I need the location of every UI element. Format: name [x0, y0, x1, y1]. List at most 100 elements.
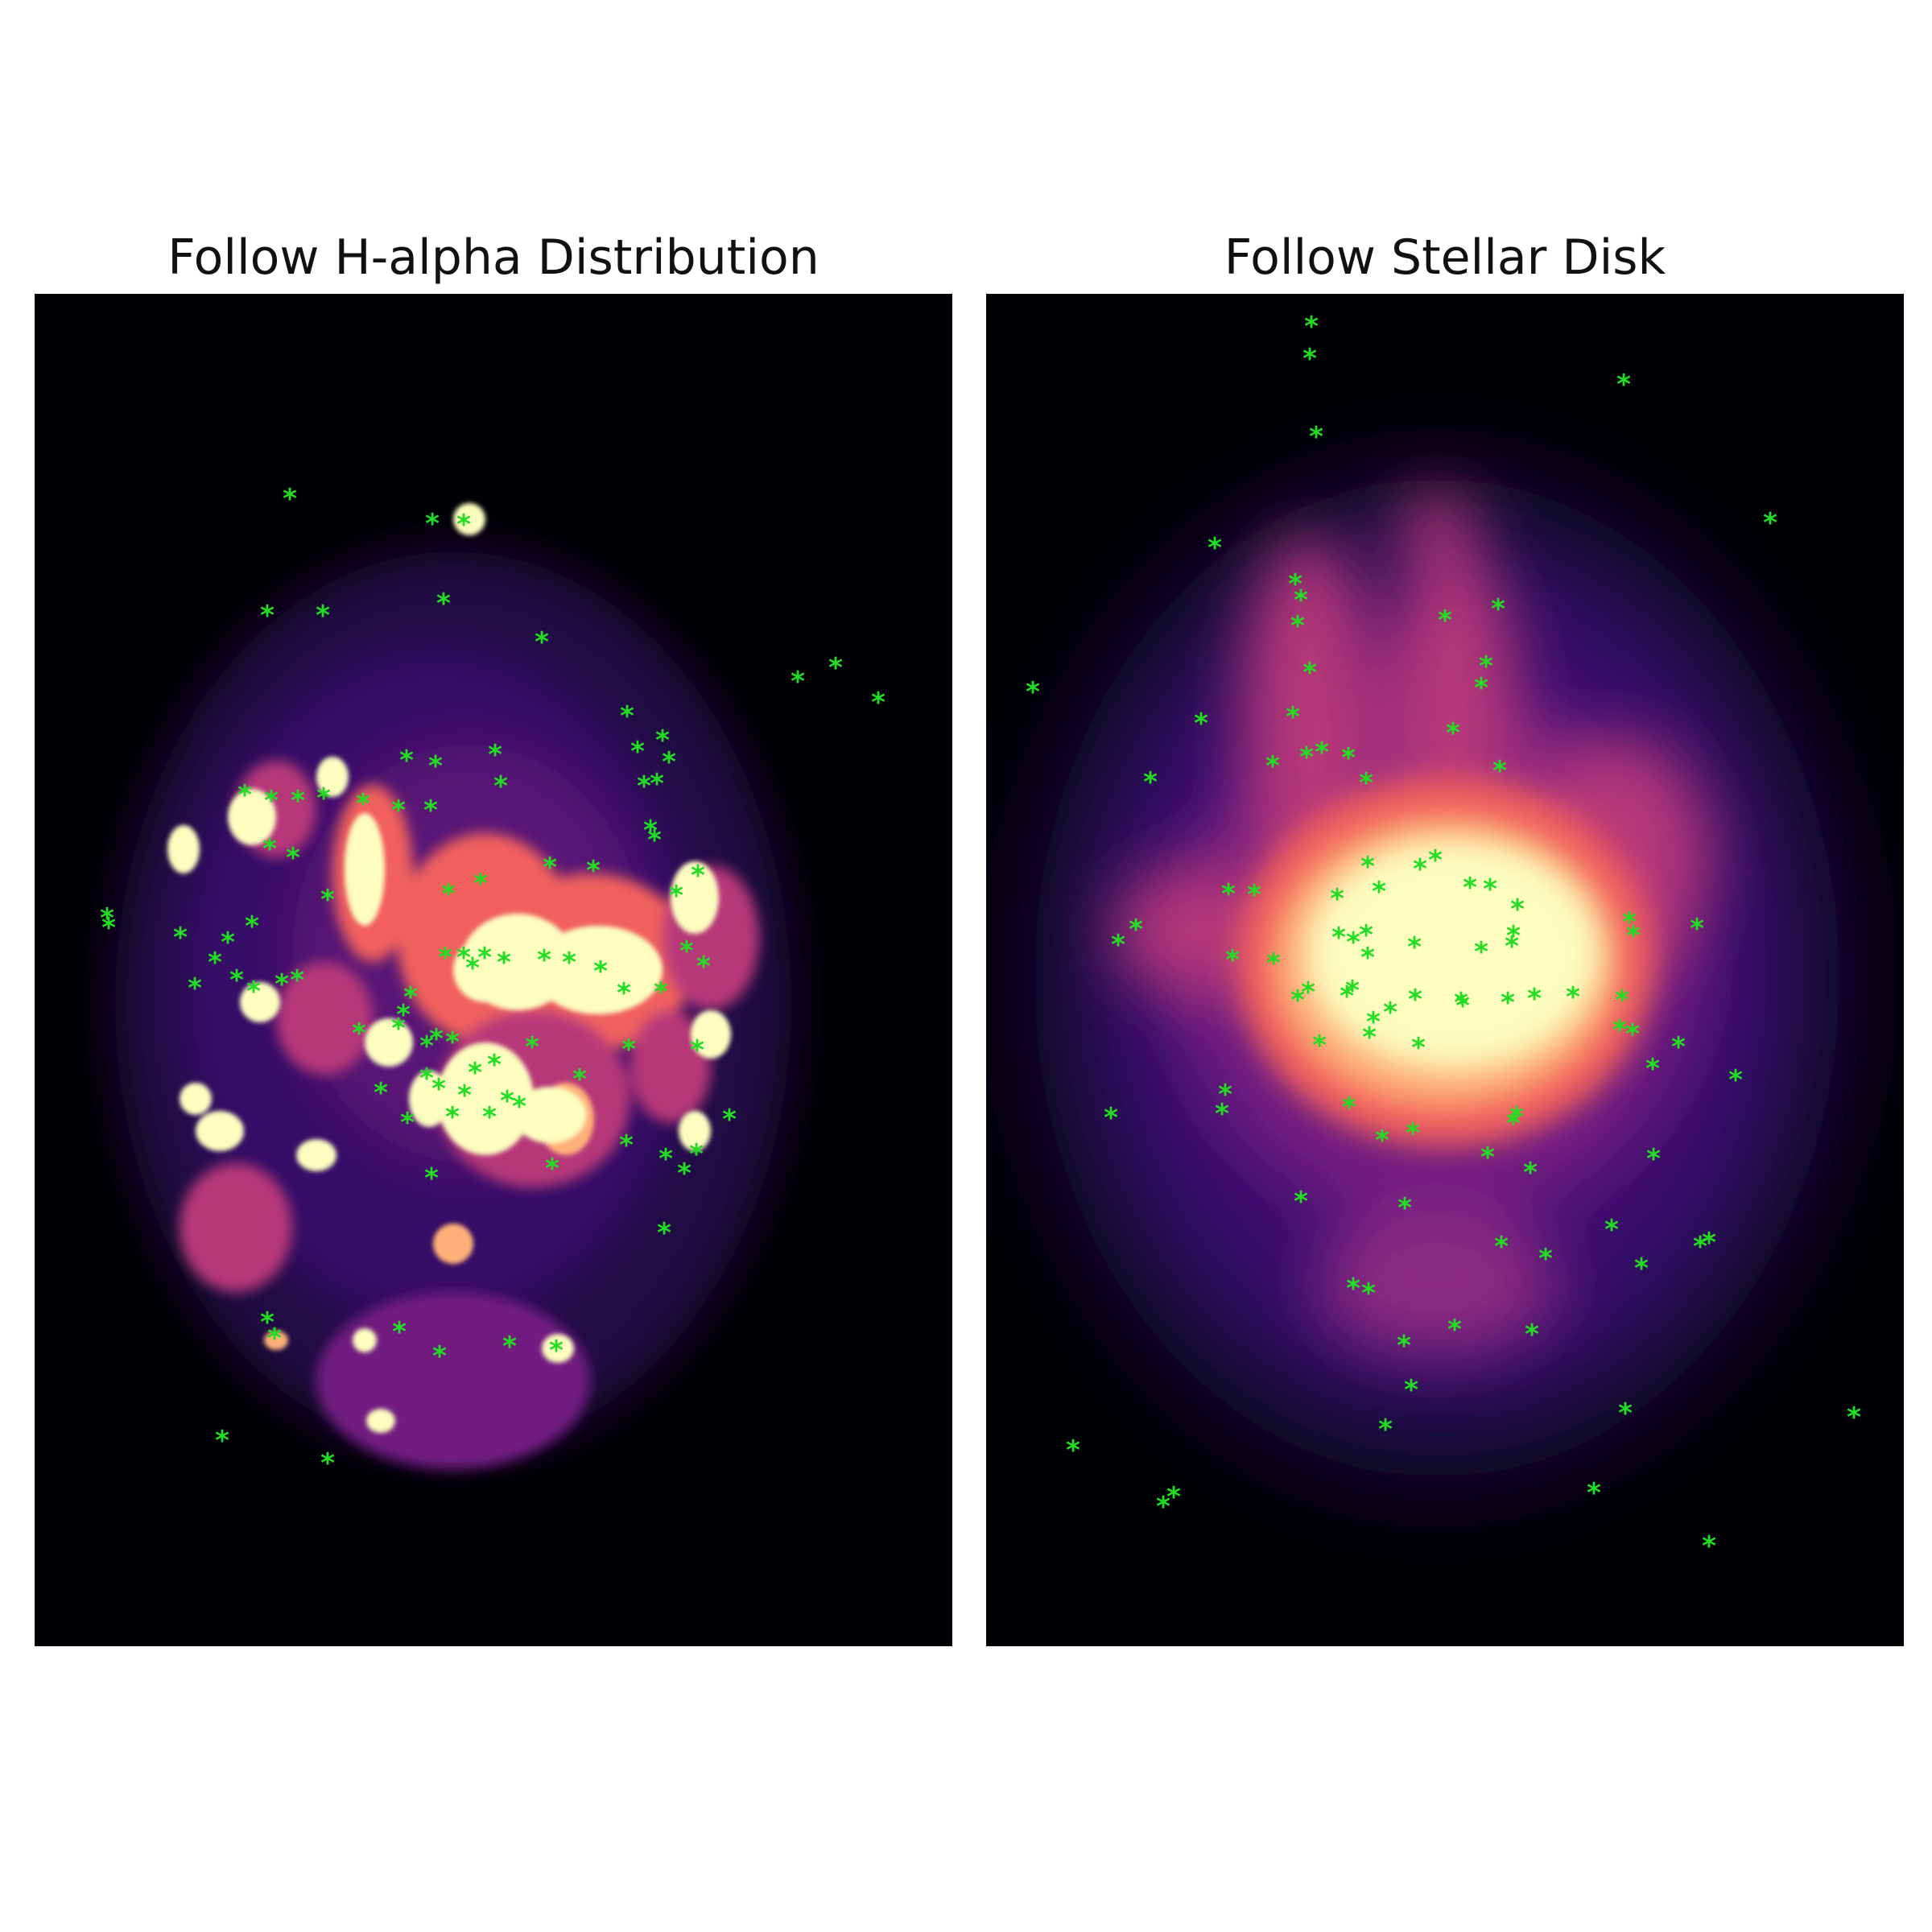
stellar-disk-star-marker: * [1378, 1414, 1393, 1446]
stellar-disk-star-marker: * [1510, 894, 1525, 926]
stellar-disk-star-marker: * [1505, 931, 1519, 963]
stellar-disk-star-marker: * [1455, 990, 1470, 1022]
stellar-disk-star-marker: * [1166, 1481, 1181, 1513]
stellar-disk-star-marker: * [1506, 1108, 1521, 1140]
stellar-disk-star-marker: * [1383, 997, 1397, 1029]
stellar-disk-star-marker: * [1194, 708, 1208, 740]
stellar-disk-star-marker: * [1538, 1243, 1553, 1275]
stellar-disk-star-marker: * [1646, 1143, 1661, 1175]
h-alpha-star-marker: * [456, 509, 471, 541]
h-alpha-star-marker: * [679, 935, 694, 968]
stellar-disk-star-marker: * [1479, 650, 1493, 683]
h-alpha-star-marker: * [654, 976, 668, 1009]
h-alpha-star-marker: * [428, 750, 443, 782]
stellar-disk-star-marker: * [1362, 1022, 1377, 1054]
h-alpha-star-marker: * [286, 842, 300, 874]
h-alpha-star-marker: * [291, 785, 305, 817]
stellar-disk-star-marker: * [1286, 701, 1300, 733]
stellar-disk-star-marker: * [1480, 1141, 1495, 1174]
stellar-disk-image: ********* *** **** * ** ** *** ** * ** * * * * ***** * *… [986, 294, 1904, 1646]
h-alpha-star-marker: * [352, 1018, 366, 1050]
stellar-disk-star-marker: * [1294, 1186, 1308, 1218]
h-alpha-star-marker: * [488, 739, 502, 771]
stellar-disk-star-marker: * [1104, 1102, 1118, 1134]
h-alpha-star-marker: * [392, 1316, 407, 1348]
h-alpha-star-marker: * [620, 700, 634, 733]
stellar-disk-star-marker: * [1340, 980, 1354, 1013]
h-alpha-star-marker: * [208, 947, 222, 979]
h-alpha-star-marker: * [445, 1026, 460, 1059]
stellar-disk-star-marker: * [1406, 1117, 1420, 1150]
stellar-disk-star-marker: * [1407, 931, 1422, 964]
stellar-disk-star-marker: * [1411, 1032, 1426, 1064]
stellar-disk-star-marker: * [1566, 981, 1580, 1013]
h-alpha-star-marker: * [535, 626, 549, 658]
stellar-disk-star-marker: * [1690, 913, 1704, 945]
h-alpha-star-marker: * [431, 1073, 446, 1105]
stellar-disk-star-marker: * [1111, 929, 1125, 961]
h-alpha-star-marker: * [316, 600, 330, 632]
h-alpha-star-marker: * [188, 972, 202, 1005]
h-alpha-star-marker: * [262, 833, 277, 865]
h-alpha-star-marker: * [221, 927, 235, 959]
stellar-disk-star-marker: * [1266, 947, 1281, 980]
h-alpha-star-marker: * [438, 942, 452, 974]
h-alpha-star-marker: * [791, 666, 805, 698]
stellar-disk-star-marker: * [1247, 879, 1261, 911]
stellar-disk-star-marker: * [1446, 717, 1460, 749]
h-alpha-star-marker: * [419, 1030, 434, 1063]
stellar-disk-star-marker: * [1492, 755, 1507, 787]
stellar-disk-star-marker: * [1474, 936, 1488, 968]
stellar-disk-star-marker: * [1366, 1006, 1381, 1038]
stellar-disk-star-marker: * [1474, 672, 1488, 704]
h-alpha-star-marker: * [655, 724, 670, 757]
stellar-disk-star-marker: * [1527, 983, 1542, 1015]
stellar-disk-star-marker: * [1634, 1253, 1649, 1285]
h-alpha-star-marker: * [215, 1425, 229, 1457]
marker-layer-left: ** *** *** **** ********** * * * *** ******* * ****… [100, 483, 886, 1480]
stellar-disk-star-marker: * [1612, 1014, 1627, 1046]
stellar-disk-star-marker: * [1304, 311, 1319, 343]
stellar-disk-star-marker: * [1330, 883, 1344, 915]
h-alpha-star-marker: * [828, 652, 843, 684]
panel-title-right: Follow Stellar Disk [1224, 229, 1666, 286]
stellar-disk-star-marker: * [1290, 985, 1305, 1017]
h-alpha-star-marker: * [630, 736, 645, 768]
stellar-disk-star-marker: * [1360, 942, 1375, 974]
h-alpha-star-marker: * [696, 951, 711, 983]
h-alpha-star-marker: * [619, 1129, 634, 1162]
h-alpha-star-marker: * [237, 779, 252, 811]
stellar-disk-star-marker: * [1309, 421, 1323, 453]
h-alpha-star-marker: * [545, 1153, 559, 1185]
stellar-disk-star-marker: * [1625, 1018, 1640, 1051]
h-alpha-star-marker: * [246, 976, 261, 1008]
h-alpha-star-marker: * [593, 956, 608, 988]
stellar-disk-star-marker: * [1615, 985, 1629, 1017]
h-alpha-star-marker: * [374, 1077, 388, 1109]
bulge [1236, 777, 1654, 1147]
stellar-disk-star-marker: * [1491, 593, 1505, 625]
stellar-disk-star-marker: * [1208, 532, 1222, 564]
h-alpha-star-marker: * [465, 952, 480, 985]
h-alpha-star-marker: * [245, 910, 259, 943]
stellar-disk-star-marker: * [1290, 610, 1305, 642]
h-alpha-star-marker: * [403, 981, 418, 1013]
stellar-disk-star-marker: * [1302, 657, 1317, 689]
stellar-disk-star-marker: * [1506, 920, 1521, 952]
stellar-disk-star-marker: * [1156, 1491, 1170, 1523]
marker-layer-right: ********* *** **** * ** ** *** ** * ** * * * * ***** * *… [1026, 311, 1861, 1563]
stellar-disk-star-marker: * [1215, 1098, 1229, 1130]
h-alpha-star-marker: * [267, 1323, 282, 1355]
h-alpha-star-marker: * [691, 860, 705, 892]
h-alpha-star-marker: * [429, 1023, 444, 1055]
stellar-disk-star-marker: * [1346, 927, 1360, 959]
h-alpha-star-marker: * [487, 1049, 502, 1081]
stellar-disk-star-marker: * [1315, 737, 1329, 769]
stellar-disk-star-marker: * [1523, 1157, 1538, 1189]
h-alpha-panel: * * * * * * * * * * * * * * * * * * * * * * * * * * * * * * * * * * * * * * * *… [35, 294, 952, 1646]
h-alpha-star-marker: * [502, 1331, 517, 1363]
h-alpha-star-marker: * [457, 1080, 472, 1112]
stellar-disk-star-marker: * [1066, 1435, 1080, 1467]
h-alpha-star-marker: * [445, 1101, 460, 1133]
stellar-disk-star-marker: * [1345, 975, 1360, 1007]
